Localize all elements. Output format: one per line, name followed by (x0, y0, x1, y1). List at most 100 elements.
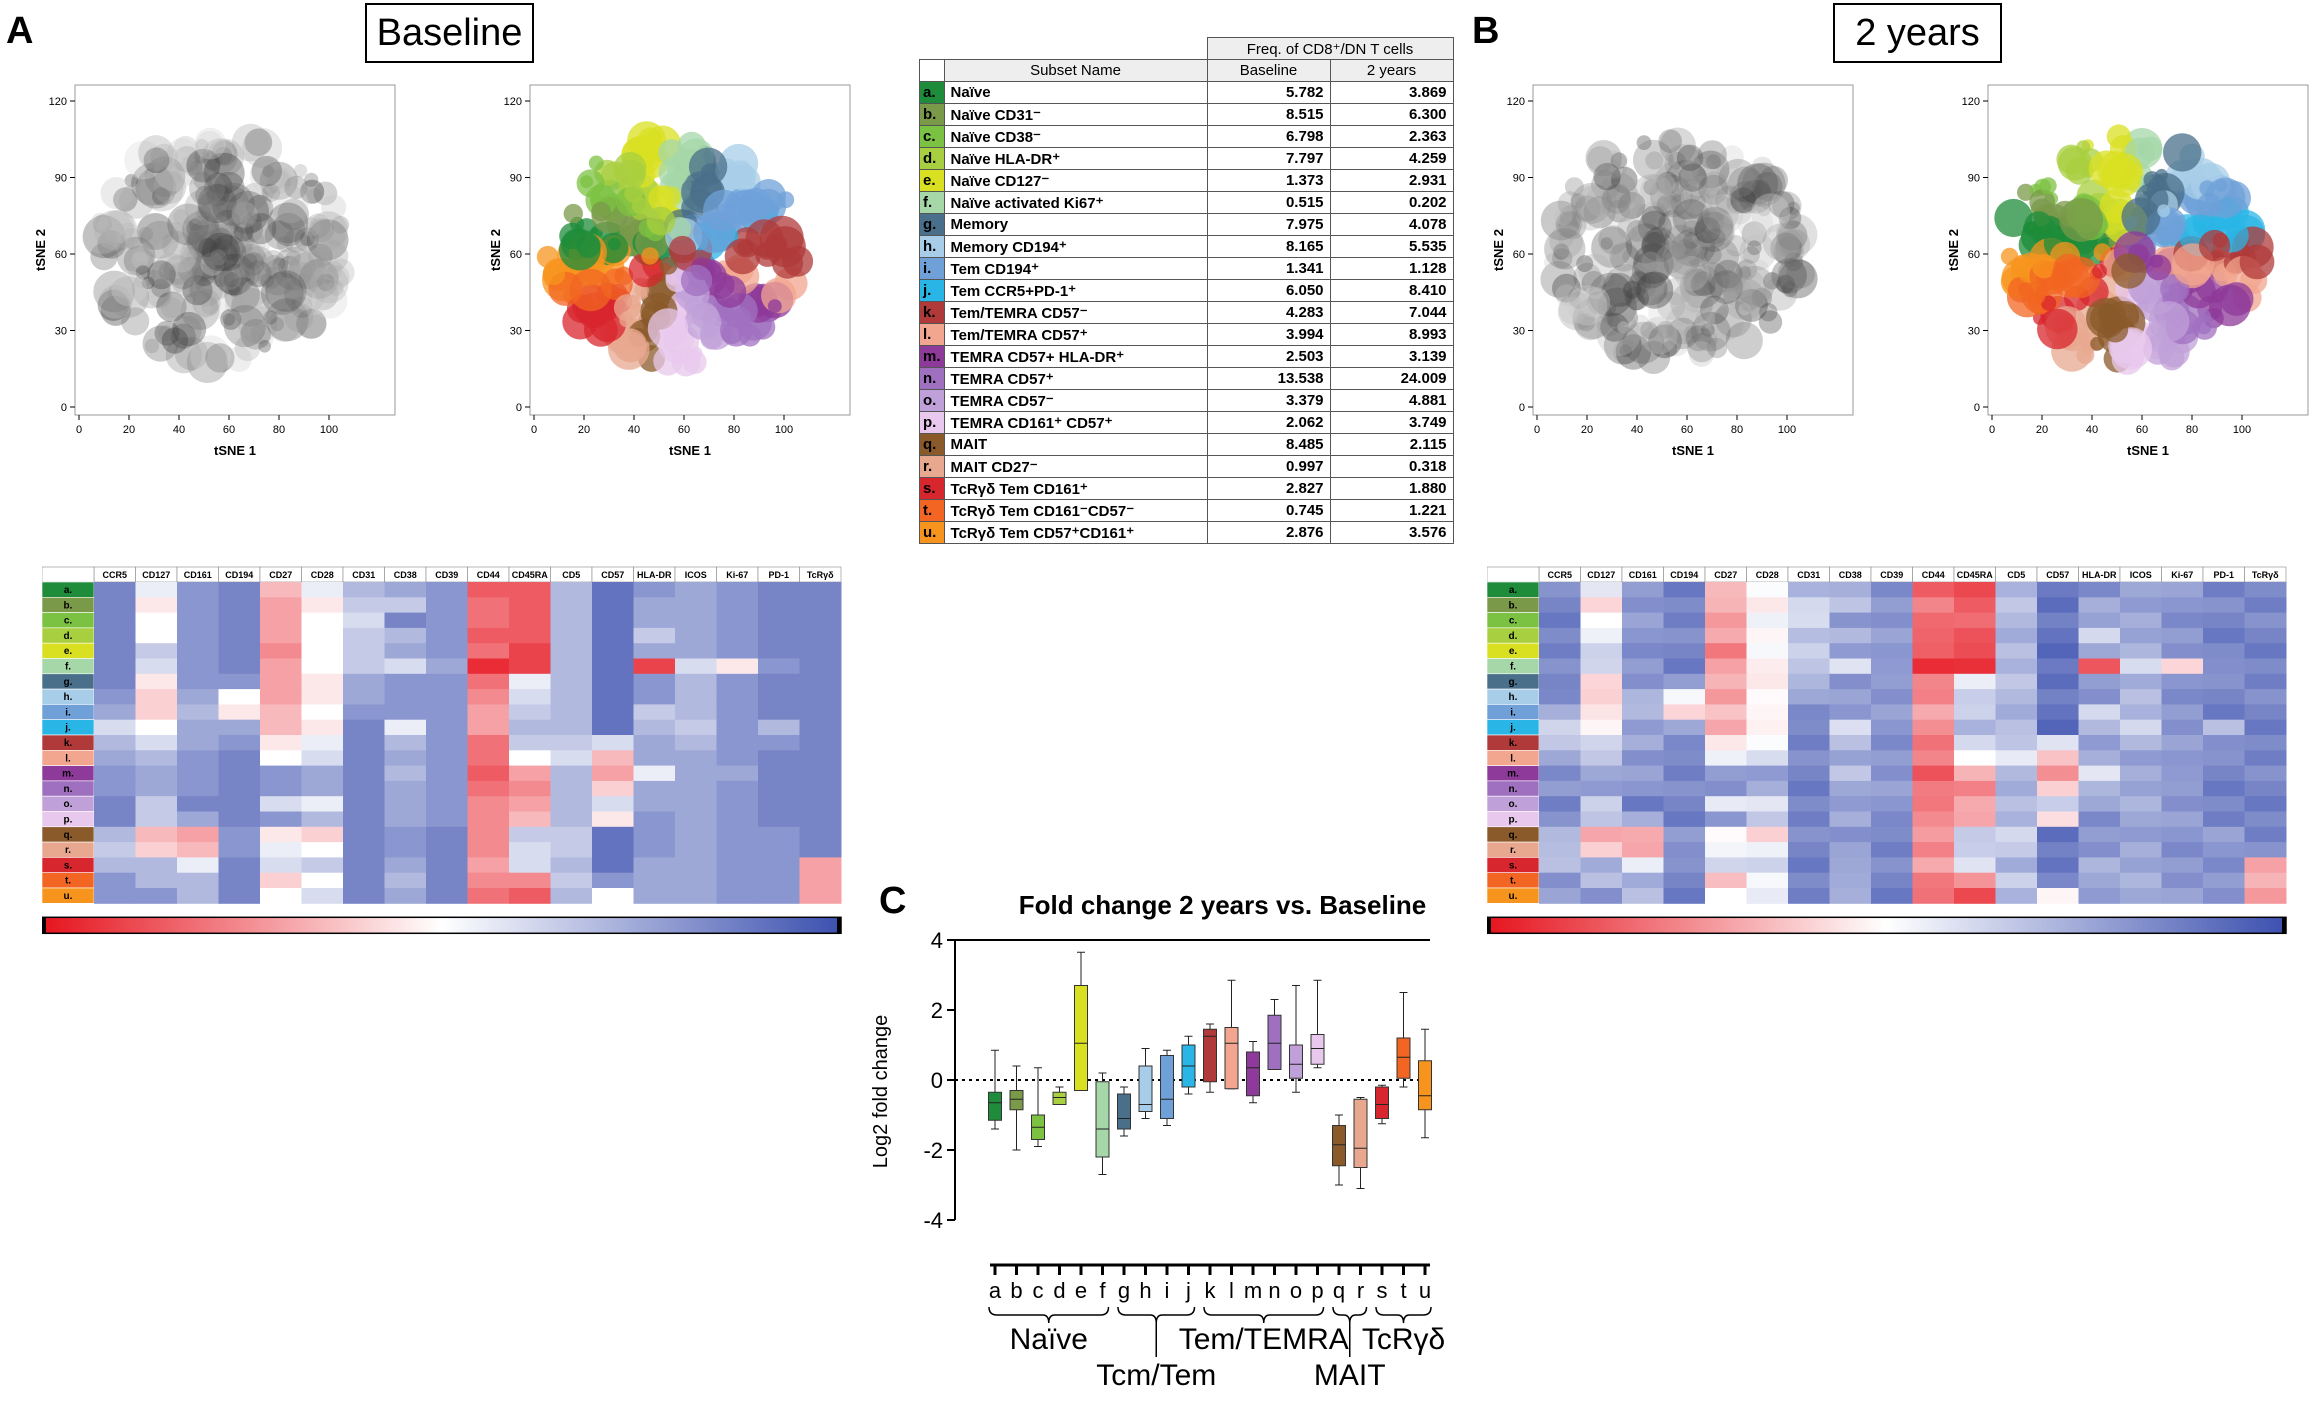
heatmap-cell (592, 735, 634, 751)
cell-baseline-value: 8.485 (1206, 433, 1331, 456)
heatmap-col-label: CD127 (1587, 570, 1615, 580)
heatmap-cell (550, 826, 593, 843)
heatmap-cell (1663, 582, 1706, 598)
tsne-x-tick: 100 (320, 424, 338, 436)
tsne-x-tick: 60 (678, 424, 690, 436)
heatmap-cell (509, 582, 551, 598)
cell-subset-name: TcRγδ Tem CD161⁻CD57⁻ (943, 499, 1208, 522)
table-row: u. TcRγδ Tem CD57⁺CD161⁺ 2.876 3.576 (919, 521, 1454, 544)
heatmap-cell (1580, 689, 1623, 705)
heatmap-cell (1829, 627, 1872, 644)
heatmap-cell (2078, 597, 2121, 614)
heatmap-cell (426, 658, 468, 675)
heatmap-col-label: CD194 (1670, 570, 1698, 580)
heatmap-cell (758, 765, 800, 782)
heatmap-cell (218, 582, 261, 598)
table-row: r. MAIT CD27⁻ 0.997 0.318 (919, 455, 1454, 478)
heatmap-cell (1829, 673, 1872, 690)
heatmap-cell (675, 719, 717, 736)
heatmap-cell (260, 612, 302, 629)
heatmap-cell (2078, 780, 2121, 797)
heatmap-cell (592, 796, 634, 812)
heatmap-cell (550, 658, 593, 675)
heatmap-cell (633, 888, 676, 904)
heatmap-cell (675, 612, 717, 629)
heatmap-cell (1995, 872, 2038, 889)
heatmap-cell (1871, 872, 1913, 889)
tsne-frame (529, 84, 851, 416)
heatmap-cell (2078, 582, 2121, 598)
heatmap-cell (799, 673, 842, 690)
x-tick-label: g (1118, 1278, 1130, 1303)
heatmap-cell (509, 811, 551, 828)
heatmap-cell (1954, 719, 1996, 736)
heatmap-cell (592, 719, 634, 736)
heatmap-cell (1539, 673, 1581, 690)
cell-two-years-value: 4.078 (1329, 213, 1454, 236)
heatmap-cell (177, 842, 219, 858)
heatmap-cell (1663, 780, 1706, 797)
cell-key: s. (919, 477, 945, 500)
box-n (1267, 999, 1282, 1070)
cell-two-years-value: 4.259 (1329, 147, 1454, 170)
heatmap-cell (550, 780, 593, 797)
heatmap-cell (177, 872, 219, 889)
heatmap-row-label: c. (1509, 616, 1518, 627)
heatmap-cell (94, 719, 136, 736)
heatmap-cell (550, 719, 593, 736)
heatmap-cell (2037, 735, 2079, 751)
heatmap-cell (1580, 582, 1623, 598)
heatmap-cell (675, 780, 717, 797)
heatmap-cell (2078, 765, 2121, 782)
heatmap-cell (177, 627, 219, 644)
heatmap-cell (1539, 750, 1581, 767)
cell-key: n. (919, 367, 945, 390)
heatmap-cell (675, 689, 717, 705)
x-tick-label: s (1377, 1278, 1388, 1303)
heatmap-cell (343, 826, 385, 843)
heatmap-row-label: h. (1509, 692, 1518, 703)
heatmap-cell (384, 780, 427, 797)
heatmap-cell (343, 612, 385, 629)
cell-baseline-value: 2.827 (1206, 477, 1331, 500)
heatmap-cell (1995, 735, 2038, 751)
heatmap-cell (2037, 857, 2079, 874)
heatmap-cell (2078, 826, 2121, 843)
cell-subset-name: TcRγδ Tem CD57⁺CD161⁺ (943, 521, 1208, 544)
heatmap-cell (135, 719, 178, 736)
cell-key: a. (919, 81, 945, 104)
box-m (1246, 1041, 1260, 1104)
heatmap-cell (2037, 719, 2079, 736)
table-row: g. Memory 7.975 4.078 (919, 213, 1454, 236)
heatmap-cell (260, 857, 302, 874)
heatmap-cell (758, 857, 800, 874)
heatmap-cell (2037, 780, 2079, 797)
heatmap-cell (467, 704, 510, 721)
heatmap-cell (1871, 780, 1913, 797)
heatmap-cell (301, 735, 344, 751)
heatmap-cell (2037, 796, 2079, 812)
heatmap-cell (1995, 597, 2038, 614)
heatmap-cell (384, 582, 427, 598)
heatmap-row-label: m. (1507, 769, 1519, 780)
tsne-x-tick: 40 (1631, 424, 1643, 436)
heatmap-cell (1622, 627, 1664, 644)
heatmap-cell (799, 811, 842, 828)
heatmap-cell (716, 735, 759, 751)
heatmap-cell (1995, 689, 2038, 705)
tsne-x-label: tSNE 1 (2127, 443, 2169, 458)
heatmap-cell (1746, 643, 1789, 659)
cell-subset-name: Naïve (943, 81, 1208, 104)
heatmap-cell (2078, 857, 2121, 874)
heatmap-cell (2161, 796, 2204, 812)
heatmap-cell (218, 826, 261, 843)
table-row: q. MAIT 8.485 2.115 (919, 433, 1454, 456)
heatmap-cell (1539, 735, 1581, 751)
tsne-y-tick: 0 (1519, 402, 1525, 414)
heatmap-row-label: f. (65, 662, 71, 673)
heatmap-cell (343, 811, 385, 828)
heatmap-cell (177, 811, 219, 828)
heatmap-col-label: CD57 (2046, 570, 2069, 580)
tsne-x-tick: 20 (1581, 424, 1593, 436)
heatmap-cell (2203, 842, 2245, 858)
